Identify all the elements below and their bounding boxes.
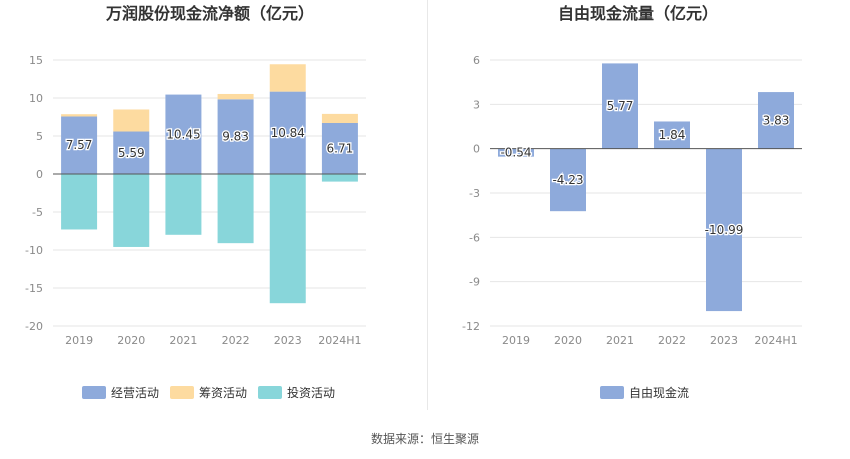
data-source-note: 数据来源：恒生聚源 [370, 432, 479, 446]
y-tick-label: -5 [32, 206, 43, 219]
chart-title: 万润股份现金流净额（亿元） [105, 4, 314, 23]
data-label: 7.57 [66, 138, 93, 152]
y-tick-label: -20 [25, 320, 43, 333]
x-tick-label: 2019 [502, 334, 530, 347]
panel-divider [427, 0, 428, 410]
x-tick-label: 2021 [606, 334, 634, 347]
legend-label: 自由现金流 [629, 385, 689, 400]
y-tick-label: 3 [473, 98, 480, 111]
bar [706, 148, 742, 312]
data-label: 3.83 [763, 113, 790, 127]
data-label: 10.84 [271, 126, 305, 140]
bar [321, 113, 358, 124]
bar [269, 174, 306, 304]
bar [654, 121, 690, 149]
bar [550, 148, 586, 212]
y-tick-label: 0 [36, 168, 43, 181]
bar [217, 174, 254, 244]
legend-label: 筹资活动 [199, 386, 247, 400]
data-label: 9.83 [222, 130, 249, 144]
y-tick-label: 10 [29, 92, 43, 105]
x-tick-label: 2022 [658, 334, 686, 347]
bar [217, 93, 254, 100]
bar [269, 91, 306, 174]
y-tick-label: -9 [469, 276, 480, 289]
legend-label: 经营活动 [111, 386, 159, 400]
x-tick-label: 2023 [710, 334, 738, 347]
bar [165, 94, 202, 174]
y-tick-label: -10 [25, 244, 43, 257]
data-label: -4.23 [552, 173, 583, 187]
bar [758, 92, 794, 149]
bar [602, 63, 638, 149]
bar [113, 174, 150, 247]
x-tick-label: 2023 [274, 334, 302, 347]
data-label: 5.59 [118, 146, 145, 160]
bar [269, 64, 306, 92]
y-tick-label: 0 [473, 143, 480, 156]
y-tick-label: -6 [469, 231, 480, 244]
x-tick-label: 2020 [117, 334, 145, 347]
bar [321, 174, 358, 182]
x-tick-label: 2020 [554, 334, 582, 347]
x-tick-label: 2021 [169, 334, 197, 347]
bar [498, 148, 534, 157]
x-tick-label: 2019 [65, 334, 93, 347]
chart-title: 自由现金流量（亿元） [558, 4, 718, 23]
data-label: 6.71 [327, 142, 354, 156]
legend-label: 投资活动 [287, 385, 335, 400]
data-label: 1.84 [659, 128, 686, 142]
data-label: 10.45 [166, 127, 200, 141]
y-tick-label: 15 [29, 54, 43, 67]
x-tick-label: 2022 [222, 334, 250, 347]
legend-swatch [82, 386, 106, 399]
bar [61, 114, 98, 117]
bar [113, 109, 150, 132]
bar [61, 116, 98, 174]
y-tick-label: 6 [473, 54, 480, 67]
bar [321, 123, 358, 174]
y-tick-label: -3 [469, 187, 480, 200]
y-tick-label: 5 [36, 130, 43, 143]
legend-swatch [170, 386, 194, 399]
legend-swatch [600, 386, 624, 399]
y-tick-label: -12 [462, 320, 480, 333]
bar [217, 99, 254, 174]
legend-swatch [258, 386, 282, 399]
data-label: -10.99 [705, 223, 744, 237]
x-tick-label: 2024H1 [318, 334, 361, 347]
y-tick-label: -15 [25, 282, 43, 295]
data-label: -0.54 [500, 146, 531, 160]
bar [165, 174, 202, 235]
data-label: 5.77 [607, 99, 634, 113]
bar [61, 174, 98, 230]
x-tick-label: 2024H1 [754, 334, 797, 347]
bar [113, 131, 150, 174]
